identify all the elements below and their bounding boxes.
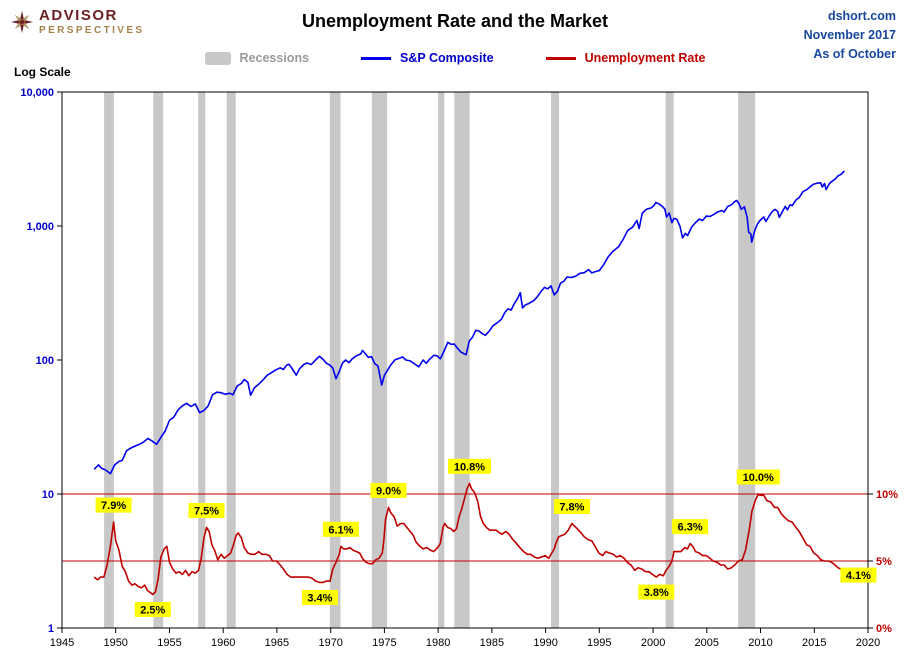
annotation-bg	[736, 469, 780, 485]
advisor-perspectives-logo: ADVISOR PERSPECTIVES	[10, 8, 145, 36]
unemployment-rate-swatch	[545, 56, 576, 60]
source-info: dshort.com November 2017 As of October	[804, 7, 896, 63]
x-axis-tick-label: 2020	[856, 637, 880, 649]
annotation-label: 7.8%	[559, 502, 584, 514]
right-axis-tick-label: 5%	[876, 556, 892, 568]
left-axis-tick-label: 1,000	[26, 221, 54, 233]
recession-band	[198, 92, 206, 628]
annotation-label: 4.1%	[846, 570, 871, 582]
annotation-bg	[448, 458, 491, 474]
annotation-label: 6.3%	[678, 522, 703, 534]
left-axis-tick-label: 10	[42, 489, 54, 501]
x-axis-tick-label: 1970	[318, 637, 342, 649]
recession-band	[329, 92, 341, 628]
annotation-bg	[301, 589, 338, 605]
right-axis-tick-label: 0%	[876, 623, 892, 635]
recession-band	[551, 92, 560, 628]
annotation-bg	[188, 503, 225, 518]
annotation-label: 6.1%	[328, 524, 353, 536]
left-axis-tick-label: 10,000	[20, 87, 54, 99]
log-scale-label: Log Scale	[14, 65, 71, 79]
x-axis-tick-label: 1950	[103, 637, 127, 649]
compass-icon	[10, 10, 34, 34]
left-axis-tick-label: 1	[48, 623, 54, 635]
annotation-bg	[840, 567, 877, 583]
annotation-bg	[370, 482, 407, 498]
annotation-bg	[672, 519, 709, 535]
x-axis-tick-label: 1990	[533, 637, 557, 649]
legend-item-recessions: Recessions	[204, 51, 310, 65]
legend-item-unemployment-rate: Unemployment Rate	[545, 51, 706, 65]
recession-band	[226, 92, 236, 628]
x-axis-tick-label: 1980	[426, 637, 450, 649]
recession-band	[454, 92, 470, 628]
annotation-label: 3.4%	[307, 592, 332, 604]
annotation-bg	[322, 521, 359, 537]
left-axis-tick-label: 100	[36, 355, 54, 367]
x-axis-tick-label: 1945	[50, 637, 74, 649]
legend-item-s-p-composite: S&P Composite	[361, 51, 494, 65]
annotation-label: 10.8%	[454, 461, 485, 473]
recession-band	[153, 92, 164, 628]
source-site: dshort.com	[827, 9, 896, 23]
unemployment-rate-line	[93, 482, 846, 596]
logo-advisor: ADVISOR	[39, 7, 118, 24]
x-axis-tick-label: 1975	[372, 637, 396, 649]
x-axis-tick-label: 1985	[480, 637, 504, 649]
recession-band	[371, 92, 388, 628]
x-axis-tick-label: 2000	[641, 637, 665, 649]
s-p-composite-swatch	[361, 56, 392, 60]
legend-label-recessions: Recessions	[239, 51, 310, 65]
recession-band	[104, 92, 114, 628]
annotation-label: 7.9%	[101, 500, 126, 512]
recession-band	[665, 92, 674, 628]
x-axis-tick-label: 2005	[695, 637, 719, 649]
annotation-label: 10.0%	[743, 472, 774, 484]
annotation-label: 2.5%	[140, 605, 165, 617]
s-p-composite-line	[93, 170, 845, 475]
annotation-label: 9.0%	[376, 485, 401, 497]
chart-legend: Recessions S&P Composite Unemployment Rate	[0, 51, 910, 65]
x-axis-tick-label: 2010	[748, 637, 772, 649]
annotation-bg	[638, 584, 675, 600]
x-axis-tick-label: 2015	[802, 637, 826, 649]
annotation-bg	[134, 602, 171, 617]
page-title: Unemployment Rate and the Market	[301, 11, 609, 31]
annotation-label: 7.5%	[194, 506, 219, 518]
x-axis-tick-label: 1995	[587, 637, 611, 649]
legend-label-unemployment-rate: Unemployment Rate	[584, 51, 706, 65]
right-axis-tick-label: 10%	[876, 489, 898, 501]
source-date: November 2017	[803, 27, 896, 42]
legend-label-s-p-composite: S&P Composite	[400, 51, 494, 65]
x-axis-tick-label: 1965	[265, 637, 289, 649]
recessions-swatch	[204, 51, 231, 65]
logo-perspectives: PERSPECTIVES	[39, 25, 145, 36]
recession-band	[438, 92, 445, 628]
annotation-label: 3.8%	[644, 587, 669, 599]
source-asof: As of October	[813, 46, 896, 61]
x-axis-tick-label: 1955	[157, 637, 181, 649]
annotation-bg	[553, 499, 590, 514]
x-axis-tick-label: 1960	[211, 637, 235, 649]
logo-text: ADVISOR PERSPECTIVES	[39, 8, 145, 36]
annotation-bg	[95, 497, 132, 513]
